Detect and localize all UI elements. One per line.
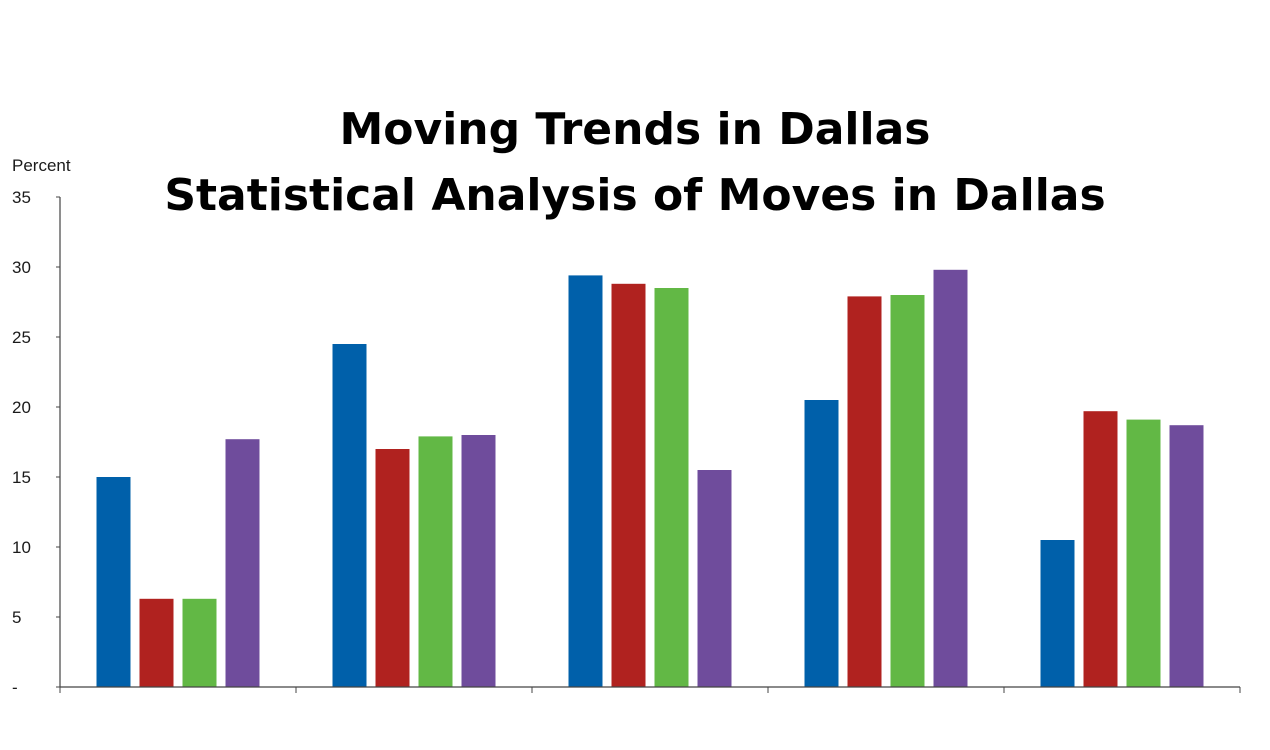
bar	[1169, 425, 1204, 687]
bar	[847, 296, 882, 687]
bar	[418, 436, 453, 687]
chart-subtitle: Statistical Analysis of Moves in Dallas	[164, 170, 1105, 221]
bar	[182, 598, 217, 687]
bar	[697, 470, 732, 687]
y-axis-ticks: 35 30 25 20 15 10 5 -	[12, 188, 60, 697]
y-tick-label: 5	[12, 608, 21, 627]
y-tick-label: 15	[12, 468, 31, 487]
y-axis-unit-label: Percent	[12, 156, 71, 175]
y-tick-label: 25	[12, 328, 31, 347]
bar	[139, 598, 174, 687]
y-tick-label: -	[12, 678, 18, 697]
axes-group	[59, 197, 1241, 693]
bar	[611, 283, 646, 687]
bar	[568, 275, 603, 687]
y-tick-label: 10	[12, 538, 31, 557]
bar	[890, 295, 925, 687]
bar	[654, 288, 689, 687]
bars-group	[96, 269, 1204, 687]
bar	[96, 477, 131, 687]
bar	[461, 435, 496, 687]
y-tick-label: 20	[12, 398, 31, 417]
bar	[1040, 540, 1075, 687]
bar	[1126, 419, 1161, 687]
bar	[332, 344, 367, 687]
bar	[1083, 411, 1118, 687]
bar	[375, 449, 410, 687]
y-tick-label: 30	[12, 258, 31, 277]
bar	[225, 439, 260, 687]
bar	[933, 269, 968, 687]
bar	[804, 400, 839, 687]
chart-title: Moving Trends in Dallas	[340, 104, 931, 155]
y-tick-label: 35	[12, 188, 31, 207]
